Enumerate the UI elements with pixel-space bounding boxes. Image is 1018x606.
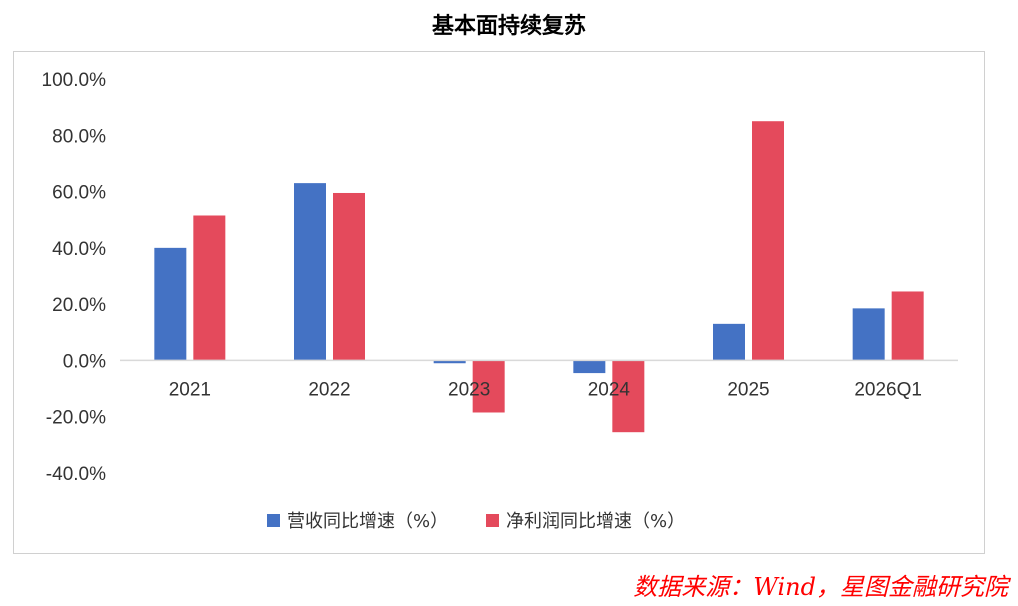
y-tick-label: -40.0%	[46, 464, 106, 485]
y-tick-label: 60.0%	[52, 183, 106, 204]
bar	[891, 291, 924, 361]
x-tick-label: 2026Q1	[854, 379, 922, 400]
source-note: 数据来源：Wind，星图金融研究院	[633, 573, 1008, 601]
bar	[193, 215, 226, 361]
legend-label: 净利润同比增速（%）	[506, 511, 685, 532]
x-tick-label: 2021	[169, 379, 211, 400]
bar	[713, 323, 745, 361]
chart-title: 基本面持续复苏	[431, 14, 586, 39]
legend-swatch	[486, 514, 499, 527]
x-tick-label: 2024	[588, 379, 631, 400]
y-tick-label: 40.0%	[52, 239, 106, 260]
bar	[333, 192, 365, 361]
x-tick-label: 2025	[727, 379, 769, 400]
bar	[612, 360, 645, 433]
bar	[294, 183, 326, 361]
legend-swatch	[267, 514, 280, 527]
bar	[752, 121, 784, 361]
y-tick-label: 0.0%	[63, 351, 106, 372]
y-tick-label: 80.0%	[52, 126, 106, 147]
x-tick-label: 2023	[448, 379, 490, 400]
chart-frame	[13, 51, 985, 554]
y-tick-label: 20.0%	[52, 295, 106, 316]
bar	[573, 360, 606, 374]
bar	[433, 360, 466, 364]
y-tick-label: -20.0%	[46, 408, 106, 429]
y-tick-label: 100.0%	[42, 70, 107, 91]
bar	[852, 308, 885, 361]
legend-label: 营收同比增速（%）	[287, 511, 448, 532]
x-tick-label: 2022	[308, 379, 350, 400]
bar	[154, 247, 187, 361]
bar	[472, 360, 505, 413]
